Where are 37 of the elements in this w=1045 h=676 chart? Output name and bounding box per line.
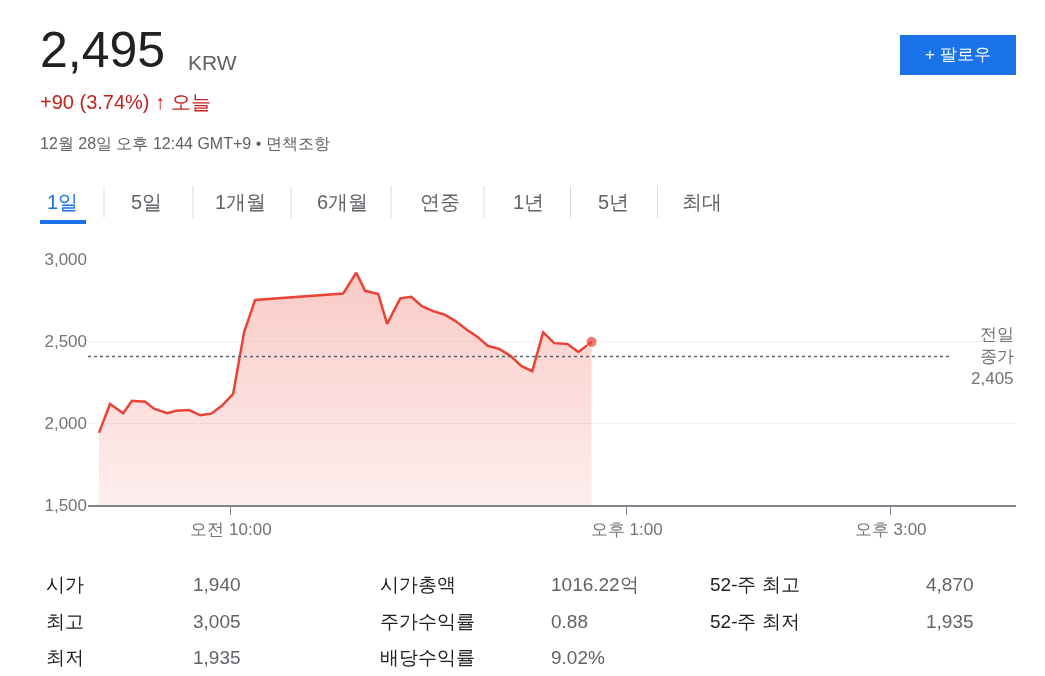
text: 시가 — [46, 574, 84, 595]
x-tick-label: 오후 3:00 — [854, 520, 927, 540]
text: 1016.22억 — [551, 574, 639, 595]
text: 5일 — [131, 191, 163, 213]
y-tick-label: 3,000 — [44, 249, 87, 269]
text: 배당수익률 — [380, 647, 475, 668]
text: KRW — [188, 51, 237, 74]
text: 12월 28일 오후 12:44 GMT+9 • 면책조항 — [40, 135, 330, 152]
y-tick-label: 1,500 — [44, 495, 87, 515]
text: 4,870 — [926, 574, 974, 595]
text: 1,935 — [193, 647, 241, 668]
text: 연중 — [420, 191, 460, 213]
text: 주가수익률 — [380, 611, 475, 632]
x-tick-label: 오전 10:00 — [190, 520, 272, 540]
text: 최대 — [682, 191, 722, 213]
text: 3,005 — [193, 611, 241, 632]
text: 1일 — [47, 191, 79, 213]
y-tick-label: 2,000 — [44, 413, 87, 433]
text: 52-주 최고 — [710, 574, 800, 595]
text: 시가총액 — [380, 574, 456, 595]
chart-title: 2,495 — [40, 22, 166, 78]
text: 최고 — [46, 611, 84, 632]
text: 1개월 — [215, 191, 267, 213]
text: 최저 — [46, 647, 84, 668]
text: 9.02% — [551, 647, 605, 668]
text: 0.88 — [551, 611, 588, 632]
text: 1,935 — [926, 611, 974, 632]
text: 1년 — [513, 191, 545, 213]
y-tick-label: 2,500 — [44, 331, 87, 351]
ref-line-label: 전일 종가 2,405 — [971, 325, 1014, 389]
x-tick-label: 오후 1:00 — [590, 520, 663, 540]
text: 52-주 최저 — [710, 611, 800, 632]
text: 1,940 — [193, 574, 241, 595]
chart-subtitle: +90 (3.74%) ↑ 오늘 — [40, 91, 211, 113]
text: + 팔로우 — [925, 45, 991, 64]
text: 5년 — [598, 191, 630, 213]
text: 6개월 — [317, 191, 369, 213]
